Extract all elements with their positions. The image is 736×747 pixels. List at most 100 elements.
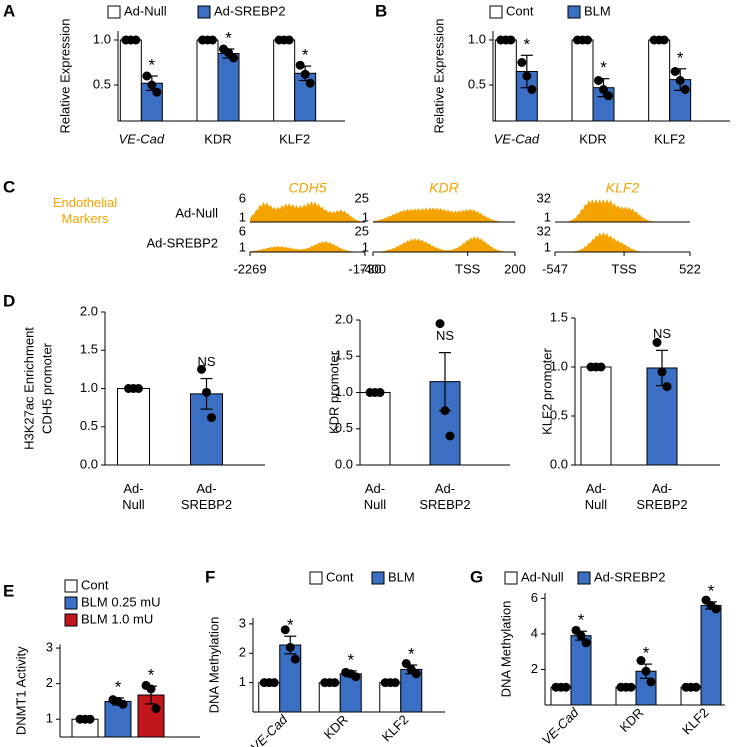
legend-label: BLM xyxy=(388,569,415,584)
data-point xyxy=(626,682,636,692)
y-axis-label: Relative Expression xyxy=(431,19,446,134)
y-tick-label: 2 xyxy=(46,675,53,690)
data-point xyxy=(662,382,672,392)
x-tick-label: KLF2 xyxy=(679,705,712,738)
bar xyxy=(571,39,594,122)
x-tick-label: -1730 xyxy=(348,261,381,276)
significance-star: * xyxy=(708,581,715,600)
x-tick-label: TSS xyxy=(611,261,637,276)
data-point xyxy=(229,53,238,63)
significance-star: * xyxy=(578,611,585,630)
significance-star: * xyxy=(115,677,122,696)
y-tick-label: 6 xyxy=(239,223,246,238)
data-point xyxy=(118,699,128,709)
y-tick-label: 1.5 xyxy=(550,309,568,324)
legend-label: BLM xyxy=(584,3,611,18)
data-point xyxy=(134,384,143,393)
data-point xyxy=(285,642,295,652)
legend-swatch xyxy=(371,571,385,585)
data-point xyxy=(300,69,310,79)
y-tick-label: 1.0 xyxy=(468,31,486,46)
data-point xyxy=(280,625,290,635)
legend-label: BLM 0.25 mU xyxy=(81,594,160,609)
signal-profile xyxy=(250,201,365,222)
y-tick-label: 2 xyxy=(531,661,538,676)
y-tick-label: 1.0 xyxy=(80,380,98,395)
significance-star: * xyxy=(524,35,531,54)
data-point xyxy=(641,666,651,676)
bar xyxy=(279,644,302,713)
x-tick-label: -2269 xyxy=(233,261,266,276)
y-tick-label: 2.0 xyxy=(335,311,353,326)
data-point xyxy=(197,364,206,374)
y-tick-label: 1.5 xyxy=(80,342,98,357)
data-point xyxy=(445,431,455,441)
panel-label: D xyxy=(3,291,15,310)
significance-label: NS xyxy=(197,354,215,369)
significance-label: NS xyxy=(653,326,671,341)
significance-star: * xyxy=(643,644,650,663)
y-axis-label: KDR promoter xyxy=(326,350,341,434)
signal-profile xyxy=(555,199,690,222)
y-tick-label: 3 xyxy=(46,639,53,654)
legend-swatch xyxy=(489,5,503,19)
y-axis-label: KLF2 promoter xyxy=(539,347,554,434)
data-point xyxy=(202,387,211,397)
data-point xyxy=(375,388,385,397)
bar xyxy=(217,53,240,122)
data-point xyxy=(330,678,340,688)
x-tick-label: VE-Cad xyxy=(119,131,165,146)
data-point xyxy=(411,669,421,679)
data-point xyxy=(527,85,537,94)
data-point xyxy=(670,67,680,76)
bar xyxy=(117,388,150,466)
data-point xyxy=(131,35,141,45)
panel-label: G xyxy=(470,567,483,586)
data-point xyxy=(599,85,608,94)
x-tick-label: Ad-SREBP2 xyxy=(636,481,687,512)
data-point xyxy=(594,76,603,85)
data-point xyxy=(295,60,305,70)
y-tick-label: 0.5 xyxy=(335,420,353,435)
data-point xyxy=(401,659,411,669)
panel-label: B xyxy=(375,1,387,20)
legend-label: Ad-Null xyxy=(124,3,167,18)
data-point xyxy=(604,91,613,101)
data-point xyxy=(517,58,527,67)
y-tick-label: 2.0 xyxy=(80,303,98,318)
bar xyxy=(648,39,671,122)
y-tick-label: 0.0 xyxy=(550,456,568,471)
data-point xyxy=(85,714,95,724)
y-tick-label: 4 xyxy=(531,625,538,640)
y-axis-label: DNA Methylation xyxy=(498,601,513,698)
legend-label: Cont xyxy=(506,3,534,18)
panel-label: E xyxy=(3,581,14,600)
y-axis-label: H3K27ac Enrichment xyxy=(21,327,36,450)
y-tick-label: 6 xyxy=(531,590,538,605)
y-tick-label: 6 xyxy=(239,190,246,205)
legend-swatch xyxy=(64,596,78,610)
x-tick-label: Ad-SREBP2 xyxy=(181,481,232,512)
x-tick-label: VE-Cad xyxy=(539,704,582,747)
signal-profile xyxy=(373,236,515,252)
y-tick-label: 1 xyxy=(239,239,246,254)
y-tick-label: 0.0 xyxy=(80,456,98,471)
x-tick-label: VE-Cad xyxy=(494,131,540,146)
y-tick-label: 32 xyxy=(537,223,551,238)
data-point xyxy=(390,678,400,688)
y-tick-label: 0.5 xyxy=(80,418,98,433)
data-point xyxy=(305,78,315,88)
data-point xyxy=(147,80,157,90)
x-tick-label: KLF2 xyxy=(654,131,685,146)
y-tick-label: 1 xyxy=(544,239,551,254)
y-axis-label: DNMT1 Activity xyxy=(13,646,28,735)
data-point xyxy=(680,85,690,94)
x-tick-label: 522 xyxy=(679,261,701,276)
panel-label: A xyxy=(3,1,15,20)
y-tick-label: 1.0 xyxy=(335,384,353,399)
data-point xyxy=(142,71,152,81)
x-tick-label: KLF2 xyxy=(379,712,412,745)
data-point xyxy=(576,631,586,641)
track-title: CDH5 xyxy=(288,180,326,196)
legend-label: Ad-SREBP2 xyxy=(594,569,666,584)
